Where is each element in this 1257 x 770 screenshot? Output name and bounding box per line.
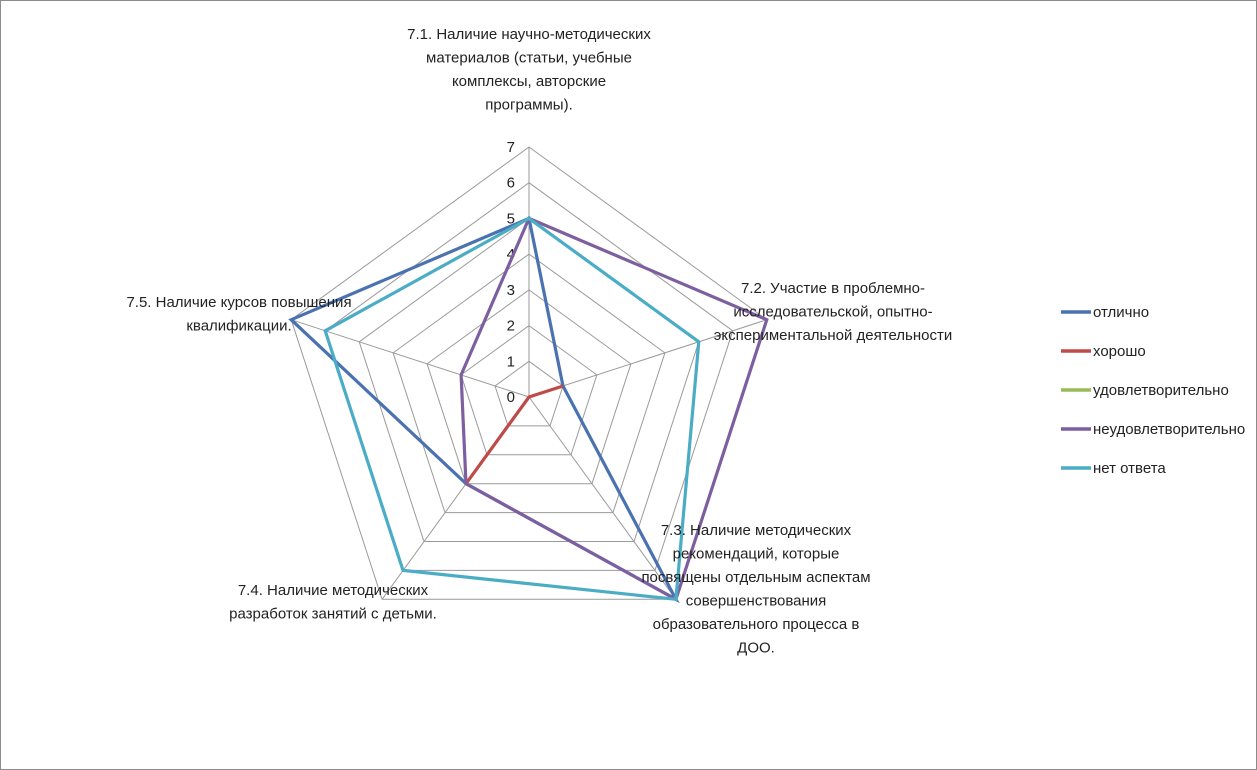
grid-spoke — [291, 319, 530, 398]
legend-label-5: нет ответа — [1093, 460, 1166, 477]
grid-ring — [494, 360, 564, 427]
legend-label-4: неудовлетворительно — [1093, 421, 1245, 438]
axis-label-5: 7.5. Наличие курсов повышения квалификаци… — [126, 294, 351, 335]
series-lines — [288, 216, 769, 604]
axis-label-2: 7.2. Участие в проблемно-исследовательск… — [714, 280, 953, 344]
grid-ring — [324, 182, 734, 571]
legend: отлично хорошо удовлетворительно неудовлетв… — [1061, 304, 1245, 477]
legend-label-3: удовлетворительно — [1093, 382, 1229, 399]
tick-label: 2 — [507, 318, 515, 335]
grid-ring — [426, 289, 632, 485]
series-line-2 — [464, 384, 564, 485]
tick-labels: 0 1 2 3 4 5 6 7 — [507, 139, 515, 406]
tick-label: 7 — [507, 139, 515, 156]
tick-label: 1 — [507, 353, 515, 370]
tick-label: 4 — [507, 246, 515, 263]
axis-label-4: 7.4. Наличие методических разработок заня… — [229, 582, 437, 623]
tick-label: 0 — [507, 389, 515, 406]
axis-label-1: 7.1. Наличие научно-методических материал… — [407, 26, 651, 114]
series-line-5 — [323, 216, 701, 602]
axis-label-3: 7.3. Наличие методических рекомендаций, к… — [641, 522, 870, 657]
grid-spoke — [528, 319, 767, 398]
tick-label: 3 — [507, 282, 515, 299]
legend-label-1: отлично — [1093, 304, 1149, 321]
grid-ring — [290, 146, 768, 600]
grid-ring — [460, 324, 598, 456]
legend-label-2: хорошо — [1093, 343, 1146, 360]
axis-labels: 7.1. Наличие научно-методических материал… — [126, 26, 952, 657]
series-line-4 — [459, 216, 769, 602]
tick-label: 5 — [507, 210, 515, 227]
tick-label: 6 — [507, 175, 515, 192]
grid-ring — [392, 253, 666, 514]
grid-spoke — [528, 396, 677, 600]
